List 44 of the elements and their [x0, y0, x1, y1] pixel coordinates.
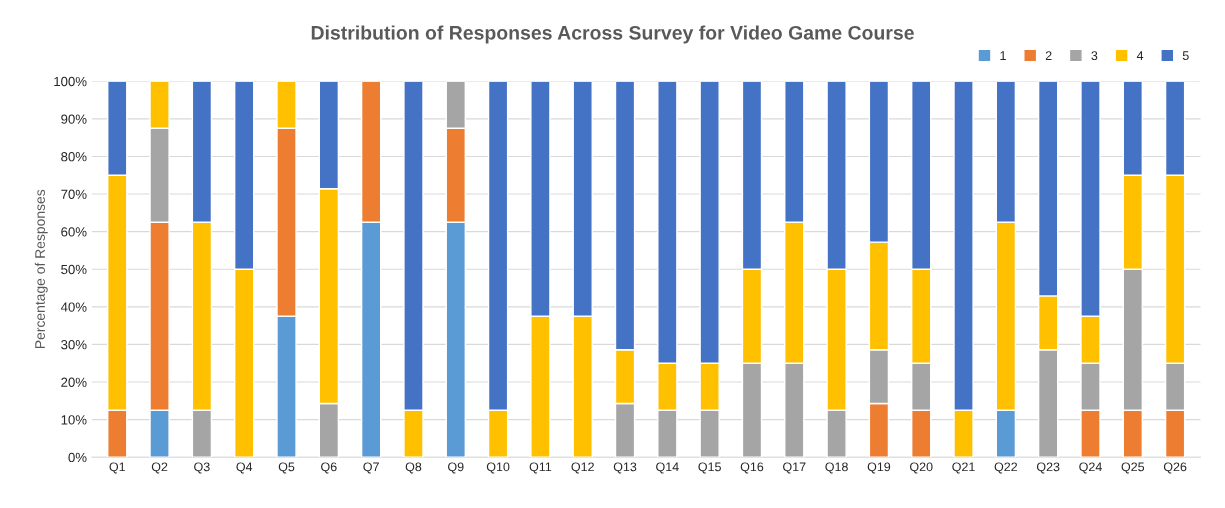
- y-tick-label: 80%: [61, 152, 87, 162]
- x-tick-label: Q23: [1036, 462, 1060, 474]
- legend-label: 2: [1045, 51, 1052, 60]
- x-tick-label: Q10: [486, 462, 510, 474]
- x-tick-label: Q1: [109, 462, 125, 474]
- x-tick-label: Q18: [825, 462, 848, 474]
- x-tick-label: Q12: [571, 462, 594, 474]
- legend-label: 5: [1182, 51, 1189, 61]
- x-tick-label: Q13: [613, 462, 637, 474]
- x-tick-label: Q7: [363, 462, 379, 474]
- y-tick-label: 50%: [61, 264, 87, 275]
- y-tick-label: 20%: [61, 377, 87, 387]
- x-tick-label: Q17: [783, 462, 806, 474]
- x-tick-label: Q6: [321, 462, 337, 474]
- y-tick-label: 40%: [60, 302, 87, 312]
- x-tick-label: Q20: [910, 462, 933, 474]
- x-tick-label: Q24: [1079, 462, 1102, 474]
- y-tick-label: 0%: [68, 452, 87, 463]
- x-tick-label: Q15: [698, 462, 721, 474]
- x-tick-label: Q14: [656, 462, 679, 474]
- chart-title: Distribution of Responses Across Survey for Video Game Course: [311, 25, 914, 44]
- x-tick-label: Q26: [1163, 462, 1187, 474]
- legend-label: 3: [1091, 51, 1098, 61]
- x-tick-label: Q11: [529, 462, 552, 474]
- legend-label: 4: [1136, 51, 1144, 60]
- y-tick-label: 30%: [61, 339, 87, 350]
- x-tick-label: Q25: [1121, 462, 1145, 474]
- x-tick-label: Q19: [867, 462, 891, 474]
- y-tick-label: 60%: [61, 227, 87, 237]
- x-tick-label: Q9: [448, 462, 464, 474]
- y-tick-label: 70%: [61, 189, 87, 199]
- x-tick-label: Q3: [194, 462, 210, 474]
- x-tick-label: Q8: [405, 462, 422, 474]
- y-tick-label: 90%: [61, 114, 87, 124]
- x-tick-label: Q4: [236, 462, 253, 474]
- x-tick-label: Q21: [952, 462, 975, 474]
- y-tick-label: 10%: [61, 415, 87, 425]
- y-tick-label: 100%: [54, 76, 87, 87]
- x-tick-label: Q22: [994, 462, 1018, 474]
- x-tick-label: Q2: [151, 462, 168, 474]
- y-axis-title: Percentage of Responses: [34, 189, 48, 349]
- legend-label: 1: [1000, 51, 1006, 60]
- x-tick-label: Q5: [278, 462, 295, 474]
- x-tick-label: Q16: [740, 462, 764, 474]
